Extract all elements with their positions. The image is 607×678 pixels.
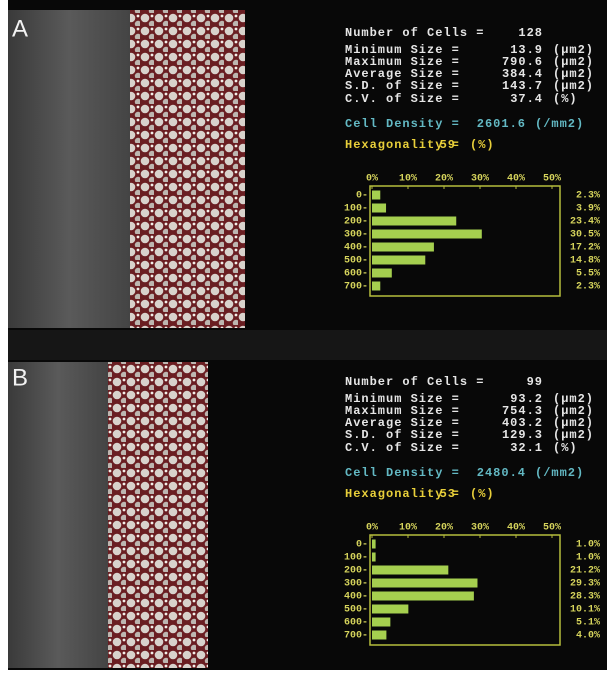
row-label: 0- <box>356 540 368 551</box>
x-tick-label: 10% <box>399 174 417 185</box>
x-tick-label: 20% <box>435 174 453 185</box>
specular-image <box>8 10 130 328</box>
row-label: 100- <box>344 553 368 564</box>
value-label: 29.3% <box>570 579 600 590</box>
x-tick-label: 10% <box>399 523 417 534</box>
stat-unit: (µm2) <box>553 79 594 93</box>
density-unit: (/mm2) <box>535 466 584 480</box>
bar <box>372 618 390 627</box>
stat-label: S.D. of Size = <box>345 428 460 442</box>
bar <box>372 230 482 239</box>
stat-label: C.V. of Size = <box>345 92 460 106</box>
row-label: 200- <box>344 566 368 577</box>
value-label: 4.0% <box>576 631 600 642</box>
value-label: 2.3% <box>576 282 600 293</box>
stat-value: 143.7 <box>502 79 543 93</box>
density-label: Cell Density = <box>345 466 460 480</box>
density-label: Cell Density = <box>345 117 460 131</box>
stat-value: 128 <box>518 26 543 40</box>
x-tick-label: 30% <box>471 174 489 185</box>
x-tick-label: 30% <box>471 523 489 534</box>
value-label: 2.3% <box>576 191 600 202</box>
row-label: 300- <box>344 579 368 590</box>
x-tick-label: 20% <box>435 523 453 534</box>
bar <box>372 256 425 265</box>
row-label: 600- <box>344 618 368 629</box>
separator <box>8 330 607 360</box>
row-label: 700- <box>344 282 368 293</box>
density-value: 2601.6 <box>477 117 526 131</box>
bar <box>372 553 376 562</box>
value-label: 23.4% <box>570 217 600 228</box>
bar <box>372 204 386 213</box>
x-tick-label: 40% <box>507 174 525 185</box>
hexagonality-unit: (%) <box>470 487 495 501</box>
screen: ANumber of Cells =128Minimum Size =13.9(… <box>0 0 607 678</box>
row-label: 300- <box>344 230 368 241</box>
hexagonality-value: 59 <box>440 138 456 152</box>
x-tick-label: 40% <box>507 523 525 534</box>
stat-value: 129.3 <box>502 428 543 442</box>
row-label: 400- <box>344 243 368 254</box>
bar <box>372 191 380 200</box>
stat-value: 32.1 <box>510 441 543 455</box>
cell-tracing <box>130 10 245 328</box>
density-unit: (/mm2) <box>535 117 584 131</box>
panel-label: B <box>12 364 28 391</box>
bar <box>372 566 448 575</box>
row-label: 200- <box>344 217 368 228</box>
value-label: 5.1% <box>576 618 600 629</box>
stat-label: Number of Cells = <box>345 375 484 389</box>
value-label: 1.0% <box>576 553 600 564</box>
x-tick-label: 50% <box>543 174 561 185</box>
x-tick-label: 0% <box>366 174 378 185</box>
value-label: 3.9% <box>576 204 600 215</box>
bar <box>372 631 386 640</box>
stat-value: 99 <box>527 375 543 389</box>
value-label: 28.3% <box>570 592 600 603</box>
bar <box>372 540 376 549</box>
value-label: 21.2% <box>570 566 600 577</box>
density-value: 2480.4 <box>477 466 526 480</box>
value-label: 5.5% <box>576 269 600 280</box>
value-label: 1.0% <box>576 540 600 551</box>
hexagonality-value: 53 <box>440 487 456 501</box>
stat-label: S.D. of Size = <box>345 79 460 93</box>
hexagonality-unit: (%) <box>470 138 495 152</box>
bar <box>372 605 408 614</box>
value-label: 30.5% <box>570 230 600 241</box>
stat-label: Number of Cells = <box>345 26 484 40</box>
row-label: 400- <box>344 592 368 603</box>
row-label: 500- <box>344 256 368 267</box>
bar <box>372 217 456 226</box>
stat-unit: (%) <box>553 92 578 106</box>
panel-label: A <box>12 15 28 42</box>
row-label: 100- <box>344 204 368 215</box>
stat-unit: (%) <box>553 441 578 455</box>
value-label: 14.8% <box>570 256 600 267</box>
bar <box>372 243 434 252</box>
bar <box>372 579 477 588</box>
x-tick-label: 0% <box>366 523 378 534</box>
row-label: 600- <box>344 269 368 280</box>
stat-label: C.V. of Size = <box>345 441 460 455</box>
row-label: 0- <box>356 191 368 202</box>
bar <box>372 592 474 601</box>
specular-image <box>8 362 108 668</box>
bar <box>372 269 392 278</box>
stat-value: 37.4 <box>510 92 543 106</box>
value-label: 10.1% <box>570 605 600 616</box>
x-tick-label: 50% <box>543 523 561 534</box>
stat-unit: (µm2) <box>553 428 594 442</box>
row-label: 700- <box>344 631 368 642</box>
value-label: 17.2% <box>570 243 600 254</box>
row-label: 500- <box>344 605 368 616</box>
cell-tracing <box>108 362 208 668</box>
bar <box>372 282 380 291</box>
